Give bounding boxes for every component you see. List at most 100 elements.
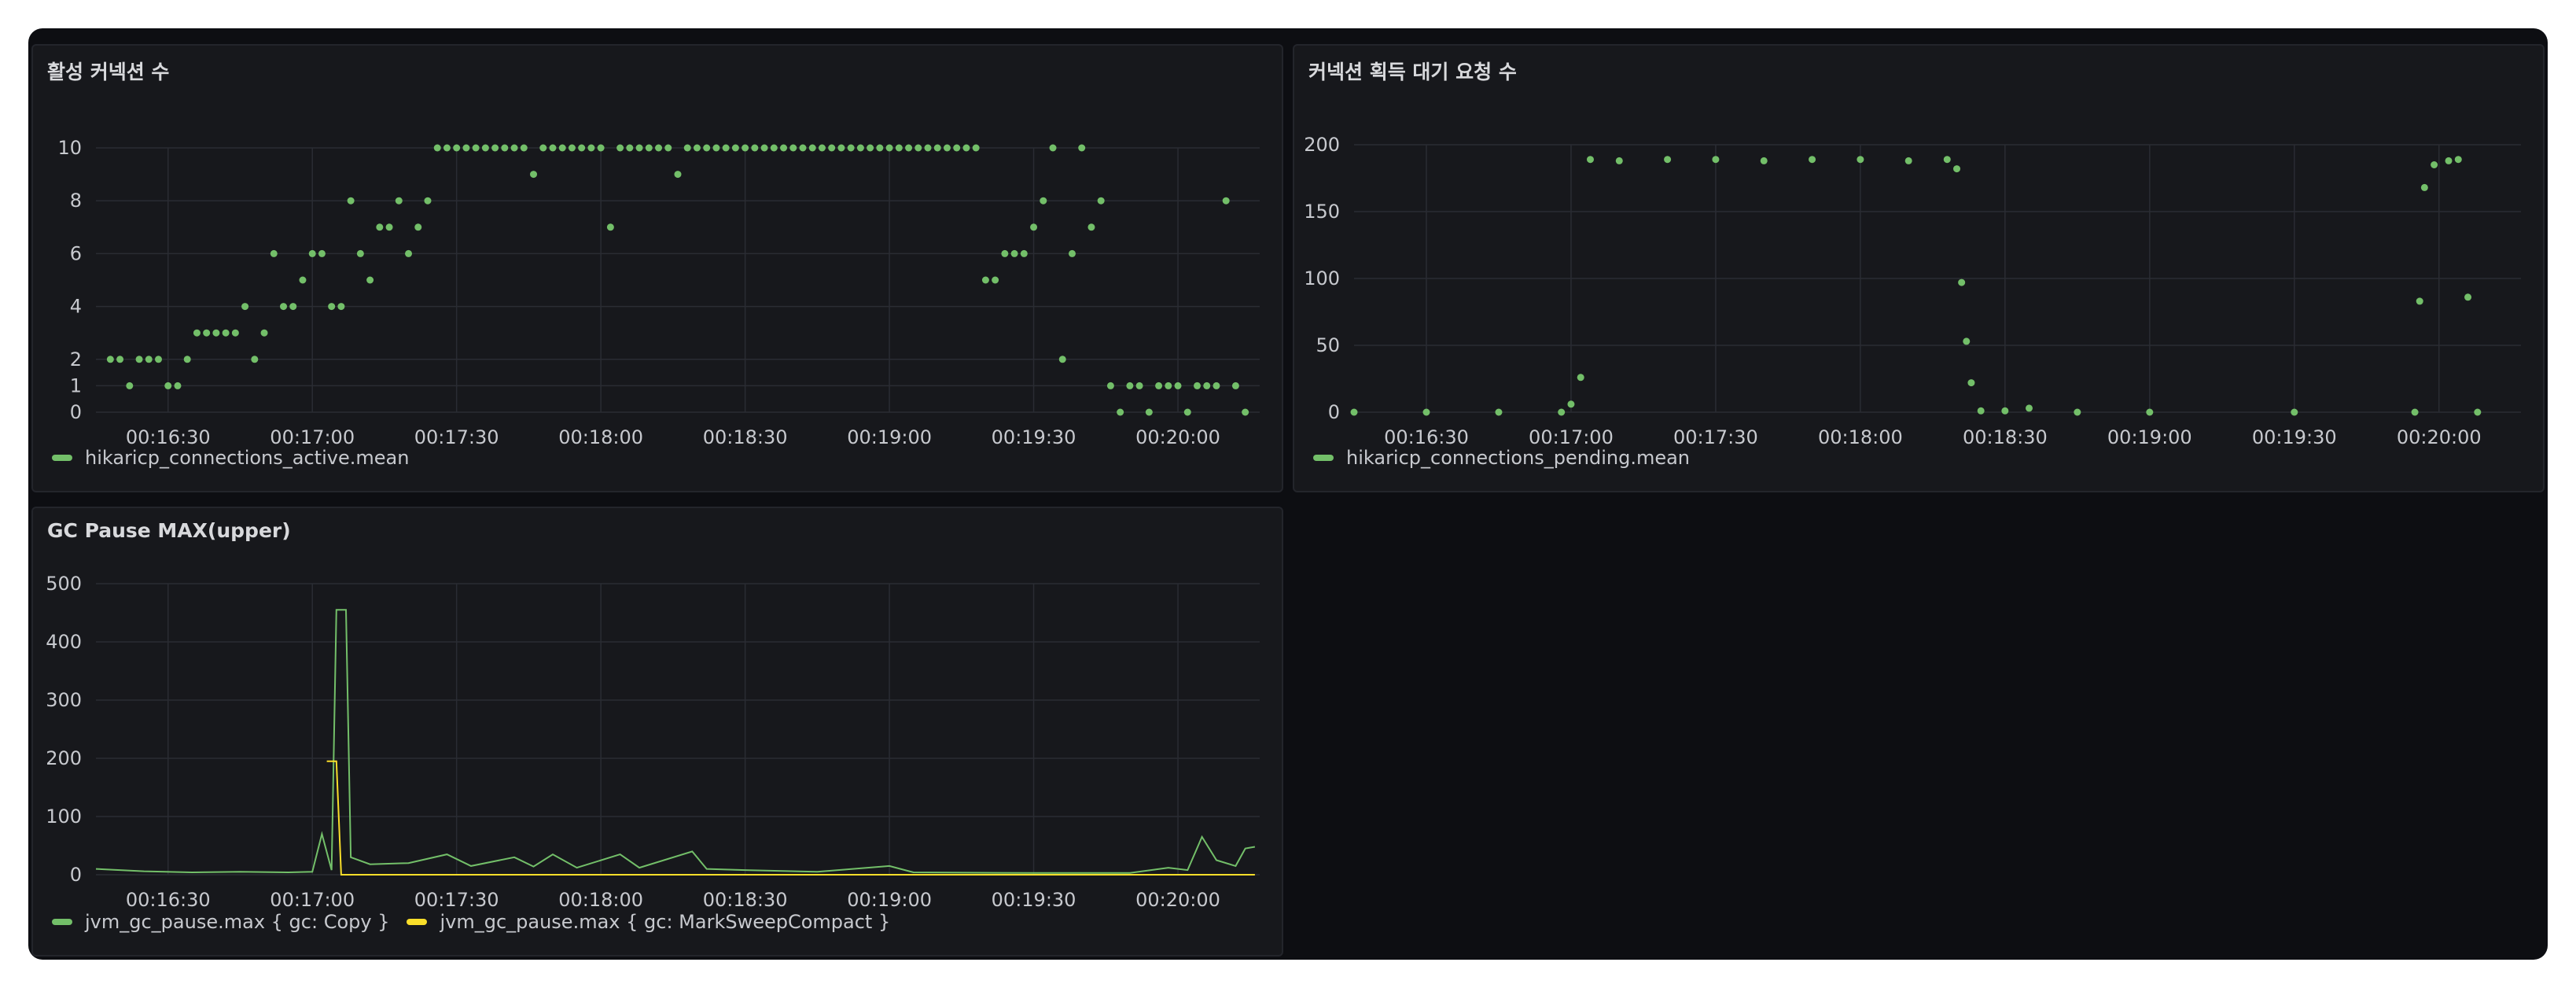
x-tick-label: 00:20:00 [1135,889,1220,911]
legend-swatch-green [52,919,72,925]
data-point [1040,197,1047,205]
data-point [1097,197,1105,205]
data-point [587,144,595,152]
data-point [856,144,864,152]
x-tick-label: 00:17:30 [414,426,499,448]
data-point [328,303,336,311]
x-tick-label: 00:18:00 [558,426,643,448]
data-point [568,144,576,152]
data-point [2026,404,2033,412]
data-point [366,276,374,284]
data-point [1193,382,1201,389]
data-point [424,197,432,205]
data-point [981,276,989,284]
data-point [674,171,682,179]
x-tick-label: 00:19:00 [847,889,932,911]
data-point [1030,223,1038,231]
y-tick-label: 100 [1304,267,1340,289]
data-point [1078,144,1086,152]
data-point [1495,408,1503,416]
data-point [1977,407,1985,415]
data-point [308,249,316,257]
data-point [914,144,922,152]
data-point [251,356,259,363]
panel-title: 커넥션 획득 대기 요청 수 [1308,61,1517,83]
data-point [808,144,816,152]
data-point [1203,382,1211,389]
data-point [2420,183,2428,191]
x-tick-label: 00:17:30 [1673,426,1758,448]
data-point [2411,408,2419,416]
chart-legend: hikaricp_connections_pending.mean [1313,447,1707,469]
dashboard-window: 활성 커넥션 수 0 1 2 4 6 8 10 00:16:30 00:17:00 00:17:3… [28,28,2548,960]
y-tick-label: 150 [1304,201,1340,223]
data-point [145,356,153,363]
legend-item-marksweep[interactable]: jvm_gc_pause.max { gc: MarkSweepCompact … [407,911,890,933]
legend-swatch-green [1313,455,1334,461]
pending-connections-panel[interactable]: 커넥션 획득 대기 요청 수 0 50 100 150 200 00:16:30 00:17… [1293,44,2545,492]
legend-item-active[interactable]: hikaricp_connections_active.mean [52,447,409,469]
active-connections-panel[interactable]: 활성 커넥션 수 0 1 2 4 6 8 10 00:16:30 00:17:00 00:17:3… [31,44,1283,492]
data-point [1615,157,1623,164]
x-tick-label: 00:19:30 [992,426,1076,448]
data-point [1174,382,1182,389]
data-point [530,171,538,179]
x-tick-label: 00:18:30 [703,426,788,448]
y-tick-label: 0 [70,864,82,886]
data-point [578,144,586,152]
data-point [443,144,451,152]
data-point [1712,156,1720,164]
y-tick-label: 500 [46,573,82,595]
data-point [1904,157,1912,164]
data-point [1001,249,1009,257]
y-tick-label: 100 [46,806,82,828]
data-point [867,144,874,152]
data-point [203,329,211,337]
data-point [597,144,605,152]
data-point [2001,407,2009,415]
data-point [992,276,999,284]
data-point [799,144,807,152]
data-point [751,144,759,152]
data-point [472,144,480,152]
pending-connections-chart: 0 50 100 150 200 00:16:30 00:17:00 00:17:30 00:1… [1304,134,2521,448]
data-point [1068,249,1076,257]
x-tick-label: 00:18:00 [558,889,643,911]
data-point [193,329,201,337]
data-point [1963,337,1971,345]
legend-label: hikaricp_connections_active.mean [85,447,410,469]
data-point [116,356,124,363]
series-line [95,609,1256,874]
data-point [1010,249,1018,257]
data-point [270,249,278,257]
legend-item-pending[interactable]: hikaricp_connections_pending.mean [1313,447,1690,469]
data-point [1155,382,1163,389]
data-point [1165,382,1172,389]
data-point [1126,382,1134,389]
x-tick-label: 00:18:00 [1818,426,1903,448]
data-point [433,144,441,152]
data-point [635,144,643,152]
data-point [299,276,307,284]
gc-pause-panel[interactable]: GC Pause MAX(upper) 0 100 200 300 400 500 00:1… [31,507,1283,957]
data-point [155,356,163,363]
x-tick-label: 00:20:00 [2397,426,2482,448]
legend-swatch-yellow [407,919,428,925]
data-point [126,382,134,389]
data-point [683,144,691,152]
data-point [924,144,932,152]
y-tick-label: 8 [70,190,82,212]
legend-item-copy[interactable]: jvm_gc_pause.max { gc: Copy } [52,911,389,933]
y-tick-label: 6 [70,242,82,264]
data-point [481,144,489,152]
y-tick-label: 1 [70,374,82,396]
data-point [645,144,653,152]
active-connections-chart: 0 1 2 4 6 8 10 00:16:30 00:17:00 00:17:30 00:18:00… [57,137,1260,448]
data-point [1087,223,1095,231]
legend-swatch-green [52,455,72,461]
panel-title: GC Pause MAX(upper) [47,519,291,542]
data-point [616,144,624,152]
data-point [501,144,509,152]
y-tick-label: 300 [46,689,82,711]
x-tick-label: 00:18:30 [703,889,788,911]
